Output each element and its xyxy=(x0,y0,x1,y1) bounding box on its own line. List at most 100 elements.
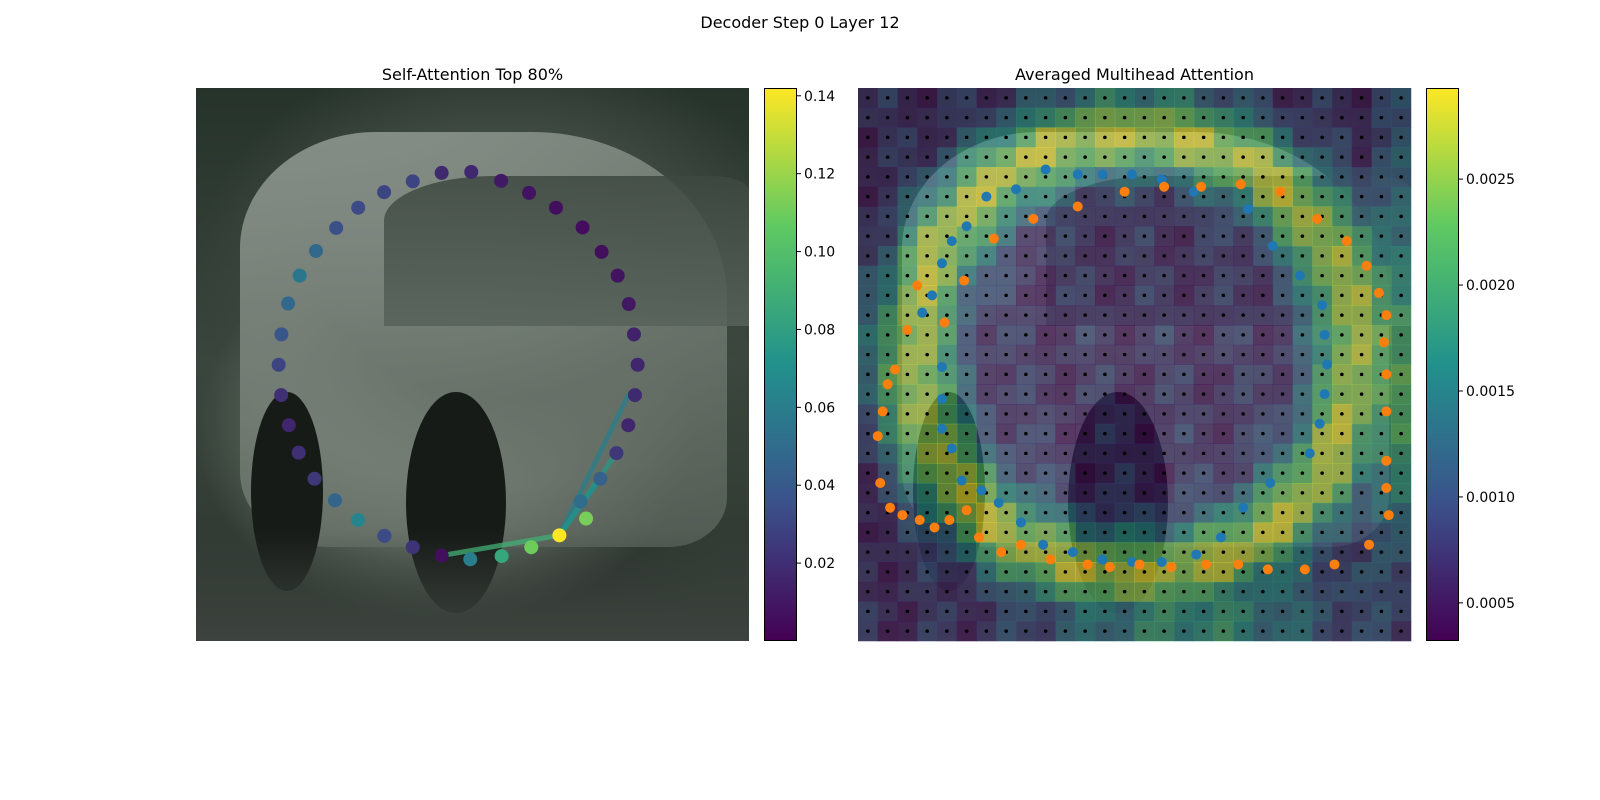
grid-dot xyxy=(1162,530,1166,535)
grid-dot xyxy=(1340,412,1344,416)
grid-dot xyxy=(964,392,969,396)
grid-dot xyxy=(925,589,929,594)
grid-dot xyxy=(1320,352,1324,357)
grid-dot xyxy=(1379,491,1384,495)
grid-dot xyxy=(885,115,890,120)
grid-dot xyxy=(1399,550,1403,554)
grid-dot xyxy=(1162,214,1166,219)
grid-dot xyxy=(1399,333,1403,337)
grid-dot xyxy=(1024,115,1028,120)
grid-dot xyxy=(1122,352,1127,357)
grid-dot xyxy=(1103,530,1107,535)
grid-dot xyxy=(1083,214,1087,219)
grid-dot xyxy=(1182,550,1186,554)
blue-point xyxy=(1038,539,1049,550)
grid-dot xyxy=(1201,293,1206,298)
grid-dot xyxy=(905,372,910,377)
grid-dot xyxy=(984,273,989,278)
grid-dot xyxy=(1142,313,1147,317)
grid-dot xyxy=(1359,372,1364,377)
grid-dot xyxy=(1399,175,1403,179)
grid-dot xyxy=(1379,273,1384,278)
grid-dot xyxy=(964,570,969,574)
grid-dot xyxy=(1280,293,1285,298)
orange-point xyxy=(988,233,999,244)
right-colorbar-tick-label: 0.0010 xyxy=(1466,490,1515,506)
grid-dot xyxy=(945,96,949,100)
grid-dot xyxy=(1320,451,1324,456)
grid-dot xyxy=(1261,491,1265,495)
grid-dot xyxy=(905,550,910,554)
grid-dot xyxy=(925,333,929,337)
blue-point xyxy=(1156,557,1167,567)
left-colorbar-tick-label: 0.08 xyxy=(804,322,835,338)
grid-dot xyxy=(1083,155,1087,159)
grid-dot xyxy=(1063,510,1068,515)
grid-dot xyxy=(1379,115,1384,120)
attention-point xyxy=(329,220,344,235)
grid-dot xyxy=(905,293,910,298)
grid-dot xyxy=(1241,451,1245,456)
grid-dot xyxy=(1340,392,1344,396)
grid-dot xyxy=(964,234,969,238)
grid-dot xyxy=(1083,273,1087,278)
grid-dot xyxy=(1340,96,1344,100)
grid-dot xyxy=(1379,629,1384,633)
grid-dot xyxy=(1122,510,1127,515)
grid-dot xyxy=(1122,372,1127,377)
grid-dot xyxy=(885,352,890,357)
grid-dot xyxy=(1320,609,1324,614)
grid-dot xyxy=(1103,333,1107,337)
grid-dot xyxy=(984,333,989,337)
grid-dot xyxy=(1201,234,1206,238)
grid-dot xyxy=(1162,451,1166,456)
grid-dot xyxy=(1162,313,1166,317)
orange-point xyxy=(1235,179,1246,190)
grid-dot xyxy=(1024,589,1028,594)
orange-point xyxy=(1381,406,1392,417)
grid-dot xyxy=(905,273,910,278)
grid-dot xyxy=(925,491,929,495)
grid-dot xyxy=(1162,609,1166,614)
grid-dot xyxy=(964,550,969,554)
grid-dot xyxy=(1300,609,1305,614)
grid-dot xyxy=(1399,530,1403,535)
grid-dot xyxy=(1004,372,1008,377)
grid-dot xyxy=(1122,254,1127,258)
grid-dot xyxy=(866,412,870,416)
grid-dot xyxy=(1063,254,1068,258)
grid-dot xyxy=(1043,96,1048,100)
grid-dot xyxy=(1280,333,1285,337)
grid-dot xyxy=(1359,115,1364,120)
grid-dot xyxy=(964,194,969,199)
grid-dot xyxy=(1340,273,1344,278)
right-colorbar-tick-label: 0.0020 xyxy=(1466,278,1515,294)
grid-dot xyxy=(1004,510,1008,515)
attention-point xyxy=(575,220,590,235)
grid-dot xyxy=(1300,629,1305,633)
grid-dot xyxy=(1103,254,1107,258)
grid-dot xyxy=(1221,293,1226,298)
grid-dot xyxy=(885,431,890,436)
grid-dot xyxy=(1142,115,1147,120)
grid-dot xyxy=(1300,234,1305,238)
grid-dot xyxy=(1340,254,1344,258)
grid-dot xyxy=(1063,372,1068,377)
grid-dot xyxy=(866,135,870,140)
grid-dot xyxy=(866,175,870,179)
attention-point xyxy=(552,528,567,543)
grid-dot xyxy=(1221,234,1226,238)
grid-dot xyxy=(945,333,949,337)
attention-line xyxy=(556,392,631,538)
grid-dot xyxy=(1340,194,1344,199)
grid-dot xyxy=(1122,155,1127,159)
grid-dot xyxy=(1024,352,1028,357)
grid-dot xyxy=(1379,234,1384,238)
grid-dot xyxy=(1162,491,1166,495)
grid-dot xyxy=(1043,412,1048,416)
grid-dot xyxy=(1379,352,1384,357)
grid-dot xyxy=(885,609,890,614)
grid-dot xyxy=(1280,589,1285,594)
blue-point xyxy=(961,221,972,232)
grid-dot xyxy=(1024,609,1028,614)
